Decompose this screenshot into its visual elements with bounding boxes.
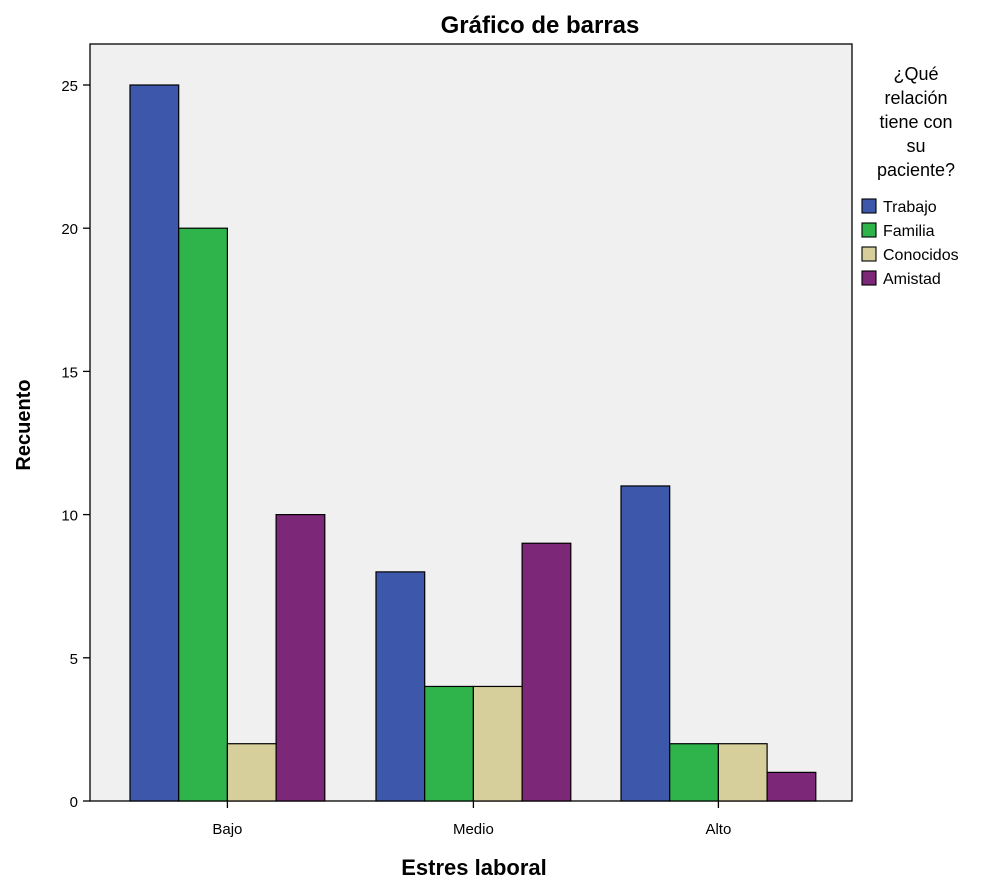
bar-conocidos-alto (717, 743, 768, 802)
x-axis-label: Estres laboral (401, 855, 547, 880)
legend-title-line: tiene con (879, 112, 952, 132)
y-tick-label: 20 (61, 221, 78, 238)
legend-label-conocidos: Conocidos (883, 247, 959, 264)
x-tick-label: Medio (453, 821, 494, 838)
legend-swatch-trabajo (861, 198, 877, 214)
bar-amistad-bajo (275, 513, 326, 802)
bar-conocidos-medio (472, 685, 523, 802)
y-tick-label: 5 (70, 651, 78, 668)
x-tick-label: Bajo (212, 821, 242, 838)
bar-trabajo-bajo (129, 84, 180, 802)
legend-swatch-amistad (861, 270, 877, 286)
bar-familia-alto (669, 743, 720, 802)
axis-layer: 0 5 10 15 20 25 Bajo Medio Alto (61, 78, 731, 838)
bar-amistad-medio (521, 542, 572, 802)
bar-trabajo-medio (375, 571, 426, 802)
bar-amistad-alto (766, 771, 817, 802)
legend-title-line: relación (884, 88, 947, 108)
legend: ¿Qué relación tiene con su paciente? Trabajo F… (861, 64, 959, 288)
chart-title: Gráfico de barras (441, 12, 640, 39)
y-tick-label: 15 (61, 364, 78, 381)
bars-layer (129, 84, 817, 802)
y-tick-label: 25 (61, 78, 78, 95)
x-tick-label: Alto (705, 821, 731, 838)
bar-familia-medio (424, 685, 475, 802)
legend-title-line: su (906, 136, 925, 156)
y-tick-label: 0 (70, 794, 78, 811)
legend-label-familia: Familia (883, 223, 935, 240)
legend-title-line: paciente? (877, 160, 955, 180)
legend-title-line: ¿Qué (893, 64, 938, 84)
bar-conocidos-bajo (226, 743, 277, 802)
bar-familia-bajo (178, 227, 228, 802)
legend-label-amistad: Amistad (883, 271, 941, 288)
y-tick-label: 10 (61, 508, 78, 525)
legend-label-trabajo: Trabajo (883, 199, 937, 216)
y-axis-label: Recuento (13, 379, 35, 470)
bar-trabajo-alto (620, 485, 671, 802)
legend-swatch-familia (861, 222, 877, 238)
legend-swatch-conocidos (861, 246, 877, 262)
